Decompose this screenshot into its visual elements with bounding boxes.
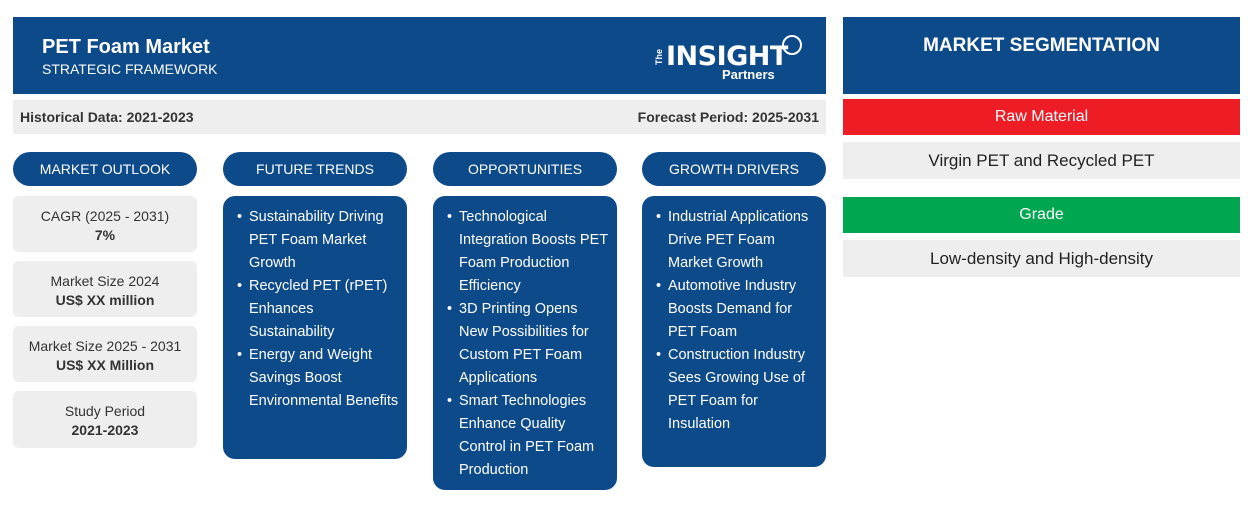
future-trends-box: Sustainability Driving PET Foam Market G… bbox=[223, 196, 407, 459]
logo-the: The bbox=[654, 48, 664, 65]
segment-grade-label: Grade bbox=[843, 197, 1240, 233]
segment-raw-material-label: Raw Material bbox=[843, 99, 1240, 135]
trend-item: Energy and Weight Savings Boost Environm… bbox=[237, 344, 399, 413]
driver-item: Construction Industry Sees Growing Use o… bbox=[656, 344, 818, 436]
outlook-card-value: 2021-2023 bbox=[71, 422, 139, 438]
segment-raw-material-value: Virgin PET and Recycled PET bbox=[843, 142, 1240, 179]
forecast-period: Forecast Period: 2025-2031 bbox=[637, 109, 819, 125]
opportunity-item: Technological Integration Boosts PET Foa… bbox=[447, 206, 609, 298]
outlook-card-value: US$ XX million bbox=[55, 292, 155, 308]
future-trends-list: Sustainability Driving PET Foam Market G… bbox=[237, 206, 399, 413]
driver-item: Automotive Industry Boosts Demand for PE… bbox=[656, 275, 818, 344]
opportunities-list: Technological Integration Boosts PET Foa… bbox=[447, 206, 609, 482]
outlook-card-market-size-forecast: Market Size 2025 - 2031 US$ XX Million bbox=[13, 326, 197, 382]
driver-item: Industrial Applications Drive PET Foam M… bbox=[656, 206, 818, 275]
growth-drivers-list: Industrial Applications Drive PET Foam M… bbox=[656, 206, 818, 436]
company-logo: The INSIGHT Partners bbox=[654, 31, 804, 83]
logo-insight: INSIGHT bbox=[666, 41, 788, 72]
page-title: PET Foam Market bbox=[42, 36, 210, 58]
trend-item: Sustainability Driving PET Foam Market G… bbox=[237, 206, 399, 275]
opportunities-header: OPPORTUNITIES bbox=[433, 152, 617, 186]
opportunities-box: Technological Integration Boosts PET Foa… bbox=[433, 196, 617, 490]
segment-grade-value: Low-density and High-density bbox=[843, 240, 1240, 277]
growth-drivers-header: GROWTH DRIVERS bbox=[642, 152, 826, 186]
outlook-card-label: Market Size 2025 - 2031 bbox=[28, 338, 182, 354]
logo-ring-icon bbox=[782, 35, 802, 55]
growth-drivers-box: Industrial Applications Drive PET Foam M… bbox=[642, 196, 826, 467]
period-bar: Historical Data: 2021-2023 Forecast Peri… bbox=[13, 100, 826, 134]
outlook-card-label: Study Period bbox=[64, 403, 146, 419]
logo-partners: Partners bbox=[722, 67, 775, 82]
opportunity-item: 3D Printing Opens New Possibilities for … bbox=[447, 298, 609, 390]
historical-data: Historical Data: 2021-2023 bbox=[20, 109, 194, 125]
outlook-card-label: Market Size 2024 bbox=[50, 273, 160, 289]
outlook-card-cagr: CAGR (2025 - 2031) 7% bbox=[13, 196, 197, 252]
outlook-card-value: US$ XX Million bbox=[55, 357, 154, 373]
outlook-card-market-size-2024: Market Size 2024 US$ XX million bbox=[13, 261, 197, 317]
outlook-card-value: 7% bbox=[94, 227, 116, 243]
outlook-card-study-period: Study Period 2021-2023 bbox=[13, 391, 197, 448]
outlook-card-label: CAGR (2025 - 2031) bbox=[40, 208, 170, 224]
future-trends-header: FUTURE TRENDS bbox=[223, 152, 407, 186]
market-segmentation-header: MARKET SEGMENTATION bbox=[843, 17, 1240, 94]
page-subtitle: STRATEGIC FRAMEWORK bbox=[42, 61, 218, 77]
trend-item: Recycled PET (rPET) Enhances Sustainabil… bbox=[237, 275, 399, 344]
opportunity-item: Smart Technologies Enhance Quality Contr… bbox=[447, 390, 609, 482]
header-banner: PET Foam Market STRATEGIC FRAMEWORK The … bbox=[13, 17, 826, 94]
market-outlook-header: MARKET OUTLOOK bbox=[13, 152, 197, 186]
